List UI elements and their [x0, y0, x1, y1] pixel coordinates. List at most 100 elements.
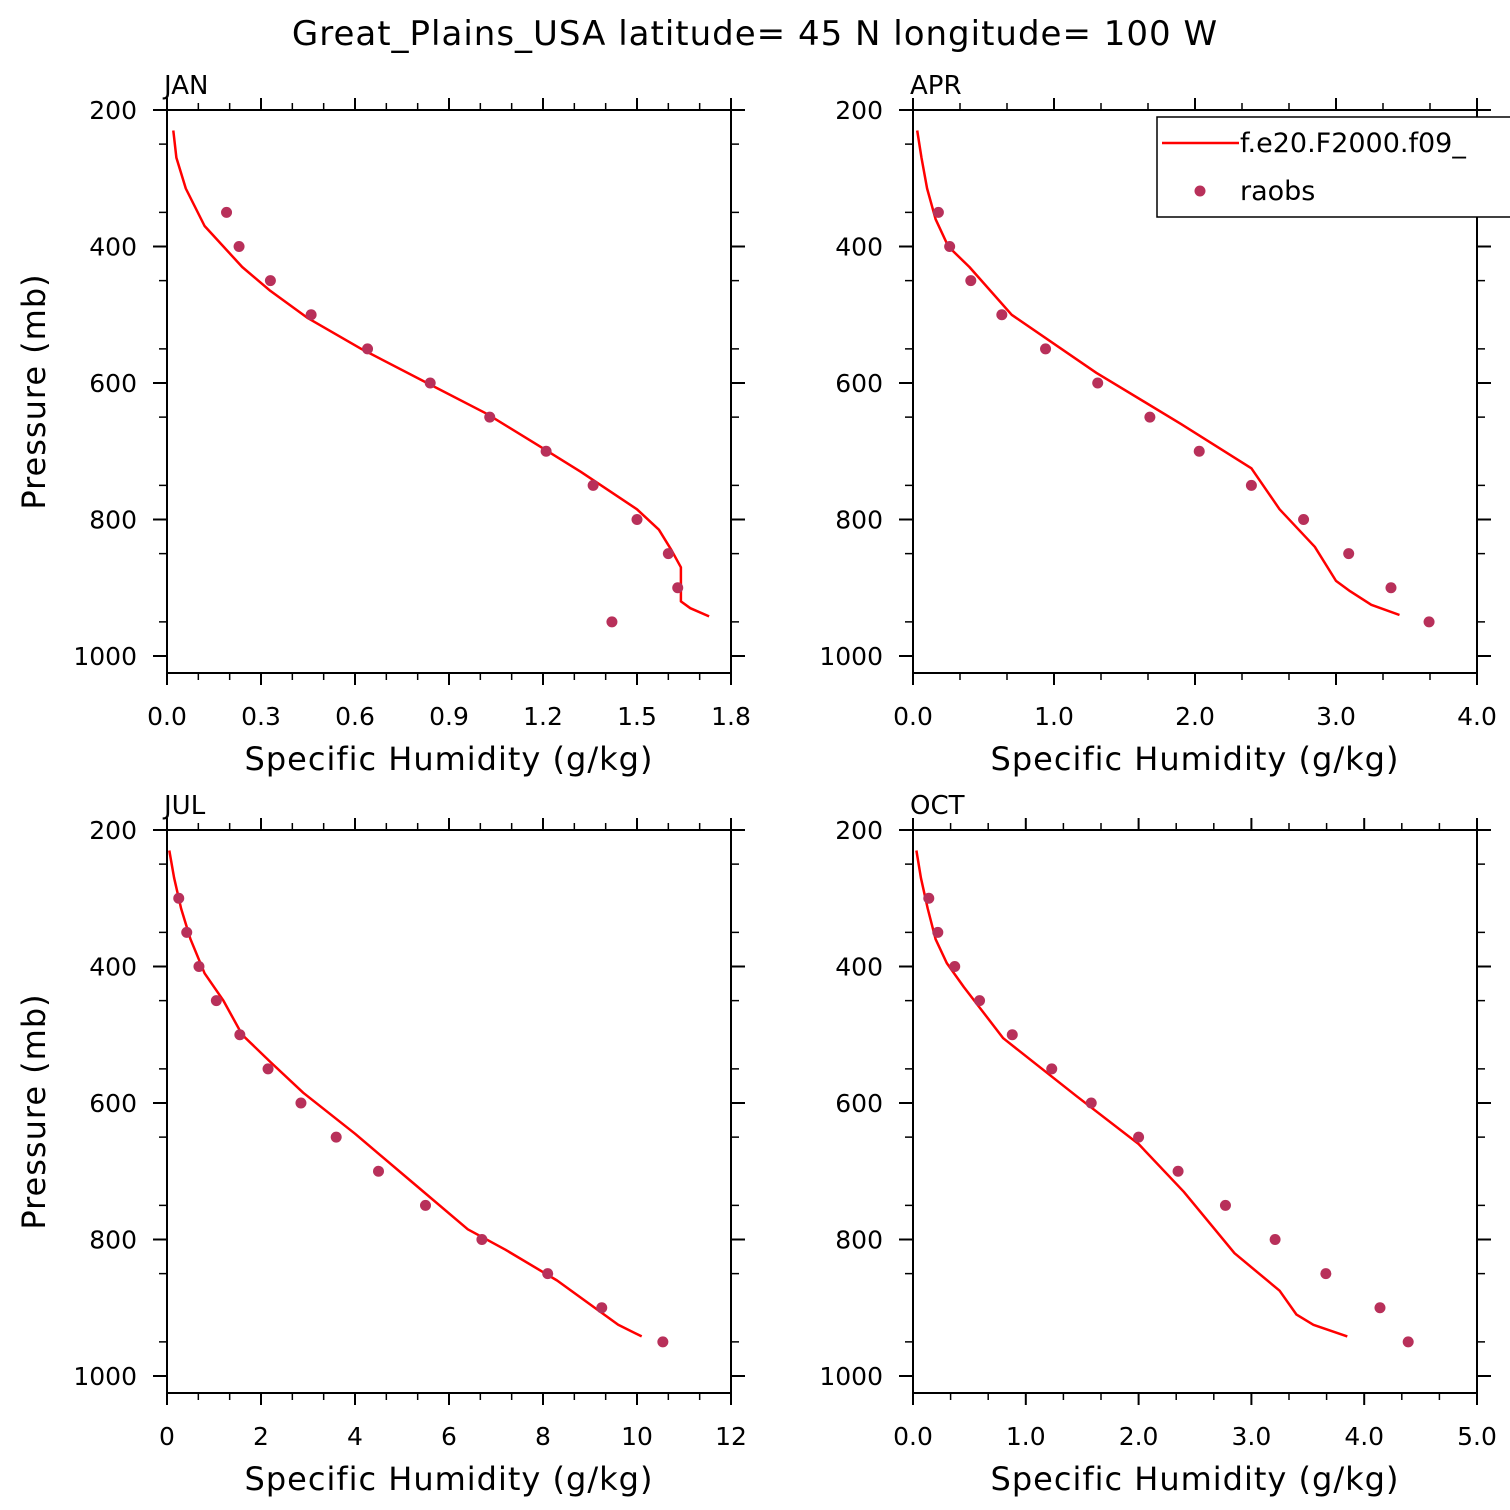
raobs-point	[1144, 411, 1156, 423]
y-tick-label: 800	[835, 1226, 883, 1255]
model-line	[915, 130, 1400, 617]
legend-marker-swatch	[1194, 185, 1206, 197]
raobs-point	[944, 241, 956, 252]
plot-frame	[912, 829, 1478, 1394]
y-tick-label: 600	[89, 369, 137, 398]
y-tick-label: 200	[835, 96, 883, 125]
panel-jan: JAN 0.0 0.3 0.6 0.9 1.2 1.5 1.8 200 400 600 800 1000…	[15, 71, 751, 778]
x-tick-label: 1.0	[1034, 702, 1074, 731]
panel-oct: OCT 0.0 1.0 2.0 3.0 4.0 5.0 200 400 600 800 1000 Spe…	[819, 791, 1497, 1498]
panel-apr: APR 0.0 1.0 2.0 3.0 4.0 200 400 600 800 1000 Specif…	[819, 71, 1510, 778]
x-tick-label: 0.0	[893, 702, 933, 731]
x-tick-label: 6	[441, 1422, 457, 1451]
y-axis-title: Pressure (mb)	[15, 993, 53, 1229]
raobs-point	[949, 961, 961, 972]
x-tick-label: 1.0	[1006, 1422, 1046, 1451]
y-tick-label: 400	[835, 233, 883, 262]
raobs-point	[1092, 377, 1104, 389]
panel-label: JAN	[162, 71, 208, 101]
data-layer	[915, 850, 1414, 1348]
raobs-point	[1423, 616, 1435, 628]
x-axis-title: Specific Humidity (g/kg)	[991, 740, 1400, 778]
x-axis-title: Specific Humidity (g/kg)	[245, 1460, 654, 1498]
raobs-point	[606, 616, 618, 628]
raobs-point	[476, 1234, 488, 1245]
x-tick-label: 4	[347, 1422, 363, 1451]
raobs-point	[181, 926, 193, 938]
raobs-point	[305, 309, 317, 321]
x-tick-label: 4.0	[1457, 702, 1497, 731]
y-tick-label: 1000	[819, 1362, 883, 1391]
data-layer	[172, 130, 710, 628]
raobs-point	[264, 275, 276, 287]
raobs-point	[657, 1336, 669, 1348]
x-tick-label: 2	[253, 1422, 269, 1451]
raobs-point	[1006, 1029, 1018, 1041]
raobs-point	[596, 1302, 608, 1314]
x-tick-label: 0.6	[335, 702, 375, 731]
x-tick-label: 3.0	[1232, 1422, 1272, 1451]
y-tick-label: 400	[89, 953, 137, 982]
raobs-point	[932, 926, 944, 938]
raobs-point	[424, 377, 436, 389]
x-tick-label: 4.0	[1344, 1422, 1384, 1451]
x-tick-label: 10	[621, 1422, 653, 1451]
x-tick-label: 0	[159, 1422, 175, 1451]
raobs-point	[965, 275, 977, 287]
y-tick-label: 1000	[819, 642, 883, 671]
y-tick-label: 400	[89, 233, 137, 262]
legend-obs-label: raobs	[1240, 176, 1315, 207]
x-tick-label: 1.2	[523, 702, 563, 731]
figure-title: Great_Plains_USA latitude= 45 N longitud…	[292, 14, 1218, 54]
y-tick-label: 200	[835, 816, 883, 845]
panel-label: JUL	[162, 791, 206, 821]
y-tick-label: 200	[89, 96, 137, 125]
raobs-point	[233, 241, 245, 252]
raobs-point	[1133, 1131, 1145, 1143]
raobs-point	[1085, 1097, 1097, 1109]
x-axis-title: Specific Humidity (g/kg)	[991, 1460, 1400, 1498]
raobs-point	[996, 309, 1008, 321]
y-tick-label: 600	[89, 1089, 137, 1118]
x-tick-label: 0.0	[147, 702, 187, 731]
raobs-point	[662, 548, 674, 560]
raobs-point	[1172, 1165, 1184, 1177]
raobs-point	[330, 1131, 342, 1143]
data-layer	[168, 850, 669, 1348]
y-tick-label: 1000	[73, 1362, 137, 1391]
y-tick-label: 800	[89, 1226, 137, 1255]
raobs-point	[672, 582, 684, 594]
raobs-point	[1298, 514, 1310, 525]
raobs-point	[295, 1097, 307, 1109]
y-tick-label: 600	[835, 369, 883, 398]
raobs-point	[1320, 1268, 1332, 1280]
raobs-point	[540, 445, 552, 457]
raobs-point	[362, 343, 374, 355]
legend: f.e20.F2000.f09_raobs	[1156, 116, 1510, 218]
raobs-point	[484, 411, 496, 423]
raobs-point	[373, 1165, 384, 1177]
raobs-point	[1269, 1234, 1281, 1245]
x-tick-label: 2.0	[1175, 702, 1215, 731]
raobs-point	[974, 995, 986, 1007]
model-line	[168, 850, 643, 1338]
x-tick-label: 1.8	[711, 702, 751, 731]
y-tick-label: 1000	[73, 642, 137, 671]
x-axis-title: Specific Humidity (g/kg)	[245, 740, 654, 778]
x-tick-label: 8	[535, 1422, 551, 1451]
raobs-point	[1193, 445, 1205, 457]
raobs-point	[631, 514, 643, 525]
legend-box	[1156, 116, 1510, 218]
legend-model-label: f.e20.F2000.f09_	[1240, 128, 1466, 159]
y-tick-label: 600	[835, 1089, 883, 1118]
raobs-point	[1343, 548, 1355, 560]
y-axis-title: Pressure (mb)	[15, 273, 53, 509]
y-tick-label: 200	[89, 816, 137, 845]
raobs-point	[1046, 1063, 1058, 1075]
raobs-point	[932, 206, 944, 218]
raobs-point	[234, 1029, 246, 1041]
raobs-point	[1385, 582, 1397, 594]
raobs-point	[420, 1199, 431, 1211]
x-tick-label: 3.0	[1316, 702, 1356, 731]
